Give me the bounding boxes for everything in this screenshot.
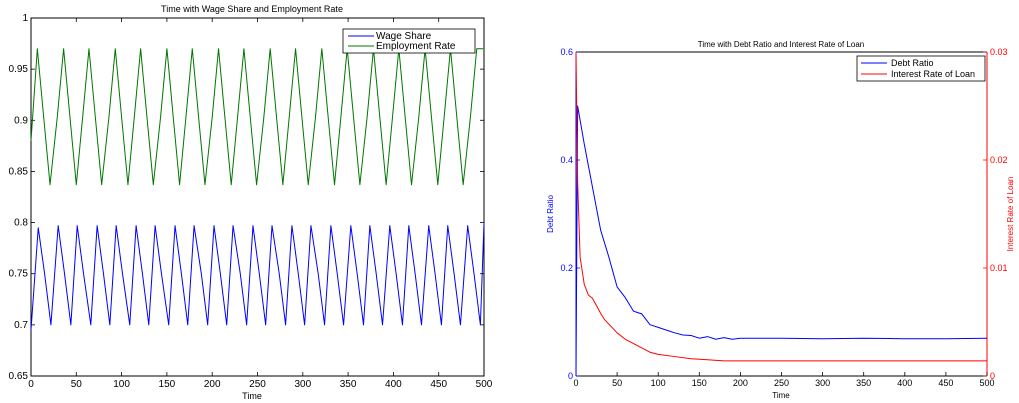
right-chart: Time with Debt Ratio and Interest Rate o…	[546, 40, 1015, 400]
right-y2-tick-label: 0.01	[990, 263, 1008, 273]
right-x-tick-label: 300	[815, 378, 830, 388]
left-y-tick-label: 0.85	[9, 166, 29, 177]
left-x-tick-label: 350	[340, 379, 357, 390]
left-plot-area	[30, 17, 485, 377]
left-x-tick-label: 150	[159, 379, 176, 390]
left-x-tick-label: 0	[28, 379, 34, 390]
right-chart-title: Time with Debt Ratio and Interest Rate o…	[698, 40, 864, 49]
right-plot-area	[576, 52, 987, 376]
left-x-axis-label: Time	[242, 391, 262, 401]
left-y-tick-label: 1	[22, 13, 28, 24]
right-x-tick-label: 200	[733, 378, 748, 388]
right-y2-tick-label: 0.03	[990, 47, 1008, 57]
right-y-tick-label: 0.6	[560, 47, 573, 57]
left-y-tick-label: 0.9	[14, 115, 28, 126]
left-x-tick-label: 250	[249, 379, 266, 390]
left-series	[30, 48, 485, 331]
right-legend: Debt Ratio Interest Rate of Loan	[856, 55, 986, 82]
right-ticks: 0 50 100 150 200 250 300 350 400 450 50000.20.40.6…	[560, 47, 1007, 388]
left-legend-box	[342, 28, 476, 54]
right-y2-axis-label: Interest Rate of Loan	[1006, 177, 1015, 252]
legend-label-wage-share: Wage Share	[376, 31, 432, 42]
right-x-tick-label: 400	[897, 378, 912, 388]
right-x-axis-label: Time	[772, 391, 790, 400]
left-x-tick-label: 400	[385, 379, 402, 390]
left-x-tick-label: 300	[294, 379, 311, 390]
right-legend-box	[856, 55, 986, 82]
left-y-tick-label: 0.75	[9, 269, 29, 280]
right-x-tick-label: 50	[612, 378, 622, 388]
right-y2-tick-label: 0.02	[990, 155, 1008, 165]
right-y-tick-label: 0	[568, 371, 573, 381]
left-y-tick-label: 0.95	[9, 64, 29, 75]
right-y2-tick-label: 0	[990, 371, 995, 381]
left-chart-title: Time with Wage Share and Employment Rate	[161, 4, 343, 14]
left-legend: Wage Share Employment Rate	[342, 28, 476, 54]
left-y-tick-label: 0.8	[14, 218, 28, 229]
wage-share-line	[30, 222, 485, 331]
right-x-tick-label: 100	[651, 378, 666, 388]
right-x-tick-label: 450	[938, 378, 953, 388]
left-x-tick-label: 500	[476, 379, 493, 390]
left-y-tick-label: 0.65	[9, 371, 29, 382]
left-ticks: 0 50 100 150 200 250 300 350 400 450 500 0.65 0.7 0.7…	[9, 13, 493, 390]
left-x-tick-label: 450	[430, 379, 447, 390]
legend-label-interest-rate: Interest Rate of Loan	[891, 69, 975, 79]
left-x-tick-label: 100	[113, 379, 130, 390]
debt-ratio-line	[575, 105, 988, 377]
legend-label-debt-ratio: Debt Ratio	[891, 58, 934, 68]
legend-label-employment-rate: Employment Rate	[376, 41, 456, 52]
left-x-tick-label: 200	[204, 379, 221, 390]
left-chart: Time with Wage Share and Employment Rate…	[9, 4, 493, 401]
left-x-tick-label: 50	[71, 379, 83, 390]
right-x-tick-label: 500	[979, 378, 994, 388]
right-y-tick-label: 0.2	[560, 263, 573, 273]
right-y-axis-label: Debt Ratio	[546, 195, 555, 233]
left-y-tick-label: 0.7	[14, 320, 28, 331]
right-x-tick-label: 350	[856, 378, 871, 388]
right-y-tick-label: 0.4	[560, 155, 573, 165]
right-x-tick-label: 150	[692, 378, 707, 388]
right-series	[575, 51, 988, 377]
right-x-tick-label: 250	[774, 378, 789, 388]
employment-rate-line	[30, 48, 484, 186]
interest-rate-line	[575, 51, 987, 362]
right-x-tick-label: 0	[573, 378, 578, 388]
